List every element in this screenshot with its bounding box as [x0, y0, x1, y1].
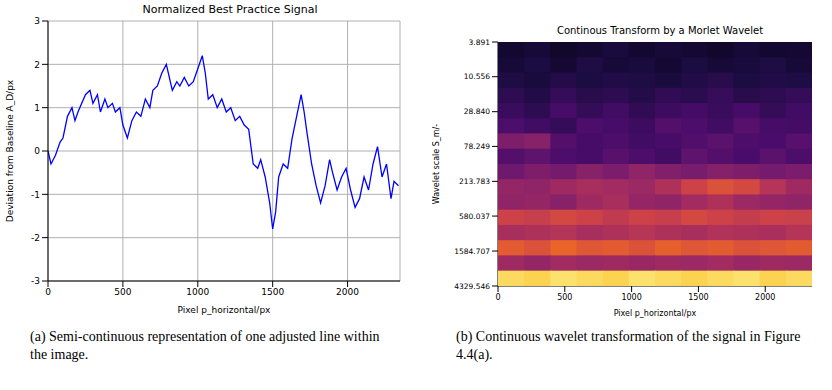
svg-text:1000: 1000	[621, 293, 641, 302]
svg-text:3: 3	[34, 17, 40, 26]
svg-text:500: 500	[557, 293, 572, 302]
svg-text:28.840: 28.840	[464, 107, 490, 116]
svg-text:-3: -3	[31, 276, 40, 286]
svg-text:-2: -2	[31, 233, 40, 243]
svg-text:10.556: 10.556	[464, 72, 490, 81]
svg-text:Deviation from Baseline A_D/px: Deviation from Baseline A_D/px	[5, 79, 15, 222]
svg-text:Wavelet scale S_m/-: Wavelet scale S_m/-	[432, 124, 441, 205]
html-text:Continous Transform by a Morle: Continous Transform by a Morlet Wavelet	[556, 25, 764, 36]
svg-text:1000: 1000	[186, 287, 209, 297]
svg-text:Pixel p_horizontal/px: Pixel p_horizontal/px	[178, 305, 272, 315]
svg-text:1584.707: 1584.707	[454, 247, 490, 256]
svg-text:0: 0	[34, 146, 40, 156]
svg-text:2: 2	[34, 60, 40, 70]
svg-text:2000: 2000	[336, 287, 359, 297]
svg-text:4329.546: 4329.546	[454, 282, 490, 291]
svg-text:78.249: 78.249	[464, 142, 490, 151]
svg-text:Pixel p_horizontal/px: Pixel p_horizontal/px	[614, 309, 697, 318]
svg-text:580.037: 580.037	[459, 212, 490, 221]
svg-text:2000: 2000	[755, 293, 775, 302]
svg-text:0: 0	[45, 287, 51, 297]
svg-text:1500: 1500	[261, 287, 284, 297]
svg-text:1500: 1500	[688, 293, 708, 302]
html-text:(b) Continuous wavelet transfo: (b) Continuous wavelet transformation of…	[456, 329, 801, 362]
svg-text:213.783: 213.783	[459, 177, 490, 186]
svg-text:1: 1	[34, 103, 40, 113]
html-text:Normalized Best Practice Signa: Normalized Best Practice Signal	[142, 3, 318, 16]
svg-text:-1: -1	[31, 190, 40, 200]
html-text:(a) Semi-continuous representa: (a) Semi-continuous representation of on…	[30, 329, 380, 362]
svg-text:500: 500	[114, 287, 131, 297]
svg-text:3.891: 3.891	[469, 38, 491, 47]
svg-text:0: 0	[495, 293, 500, 302]
